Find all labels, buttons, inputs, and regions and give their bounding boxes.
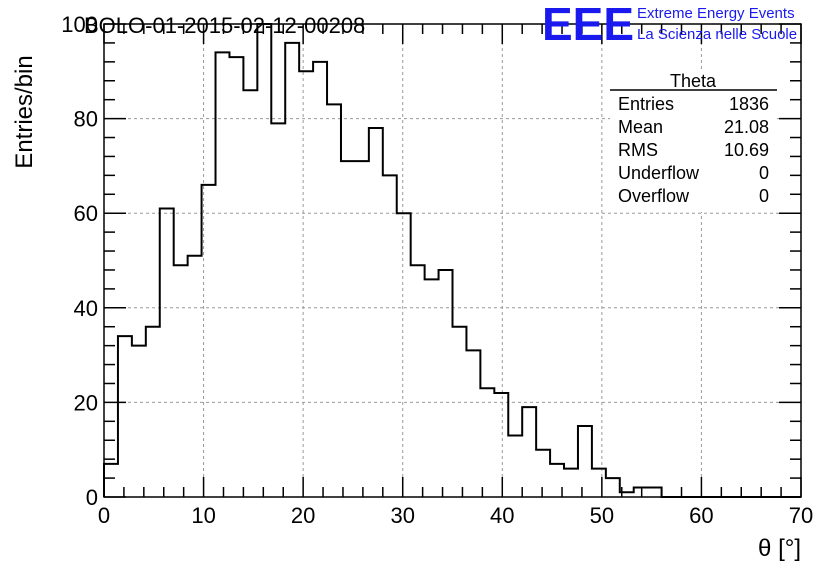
x-tick-label: 20 <box>291 503 315 528</box>
y-tick-label: 80 <box>74 107 98 132</box>
histogram-bin <box>508 436 522 497</box>
histogram-bin <box>383 175 397 497</box>
histogram-bin <box>439 270 453 497</box>
histogram-bin <box>494 393 508 497</box>
histogram-bin <box>355 161 369 497</box>
y-tick-label: 20 <box>74 390 98 415</box>
x-tick-label: 30 <box>390 503 414 528</box>
histogram-bin <box>648 488 662 497</box>
histogram-bin <box>313 62 327 497</box>
histogram-bin <box>634 488 648 497</box>
histogram-bin <box>299 71 313 497</box>
eee-logo: EEE Extreme Energy Events La Scienza nel… <box>542 0 797 50</box>
histogram-bin <box>257 24 271 497</box>
histogram-bin <box>606 478 620 497</box>
logo-line-2: La Scienza nelle Scuole <box>637 26 797 43</box>
histogram-bin <box>522 407 536 497</box>
histogram-bin <box>160 208 174 497</box>
histogram-bin <box>271 123 285 497</box>
histogram-bin <box>327 104 341 497</box>
x-axis-label: θ [°] <box>758 535 801 562</box>
histogram-bin <box>202 185 216 497</box>
histogram-bin <box>146 327 160 497</box>
histogram-bin <box>480 388 494 497</box>
histogram-bin <box>118 336 132 497</box>
y-tick-label: 100 <box>61 12 98 37</box>
histogram-bin <box>397 213 411 497</box>
histogram-bin <box>466 350 480 497</box>
stats-label: Entries <box>618 94 674 114</box>
y-tick-label: 0 <box>86 485 98 510</box>
stats-box-background <box>610 72 777 212</box>
histogram-bin <box>174 265 188 497</box>
x-tick-label: 60 <box>689 503 713 528</box>
logo-mark: EEE <box>542 0 634 50</box>
stats-label: Overflow <box>618 186 690 206</box>
histogram-bin <box>285 43 299 497</box>
x-tick-label: 40 <box>490 503 514 528</box>
axis-ticks <box>103 23 802 498</box>
stats-value: 0 <box>759 186 769 206</box>
histogram-bin <box>536 450 550 497</box>
histogram-bin <box>243 90 257 497</box>
histogram-bin <box>411 265 425 497</box>
histogram-bin <box>229 57 243 497</box>
stats-label: Mean <box>618 117 663 137</box>
histogram-bin <box>564 469 578 497</box>
stats-value: 0 <box>759 163 769 183</box>
plot-frame <box>103 23 802 498</box>
stats-title: Theta <box>670 71 717 91</box>
histogram-bin <box>341 161 355 497</box>
histogram-bin <box>592 469 606 497</box>
x-tick-label: 10 <box>191 503 215 528</box>
chart-title: BOLO-01-2015-02-12-00208 <box>84 13 365 38</box>
x-tick-label: 50 <box>590 503 614 528</box>
x-tick-label: 70 <box>789 503 813 528</box>
histogram-bin <box>132 346 146 497</box>
stats-label: RMS <box>618 140 658 160</box>
logo-line-1: Extreme Energy Events <box>637 5 795 22</box>
x-tick-label: 0 <box>98 503 110 528</box>
histogram-bin <box>369 128 383 497</box>
stats-value: 10.69 <box>724 140 769 160</box>
stats-value: 21.08 <box>724 117 769 137</box>
y-tick-label: 60 <box>74 201 98 226</box>
y-tick-label: 40 <box>74 296 98 321</box>
stats-box: Theta Entries 1836 Mean 21.08 RMS 10.69 Underf… <box>610 71 777 212</box>
stats-value: 1836 <box>729 94 769 114</box>
histogram-bin <box>216 52 230 497</box>
histogram-bin <box>425 279 439 497</box>
tick-labels: 0 10 20 30 40 50 60 70 0 20 40 60 80 100 <box>61 12 813 528</box>
histogram-bin <box>453 327 467 497</box>
stats-label: Underflow <box>618 163 700 183</box>
histogram-bin <box>578 426 592 497</box>
histogram-bin <box>188 256 202 497</box>
y-axis-label: Entries/bin <box>11 55 38 168</box>
histogram-bin <box>104 464 118 497</box>
